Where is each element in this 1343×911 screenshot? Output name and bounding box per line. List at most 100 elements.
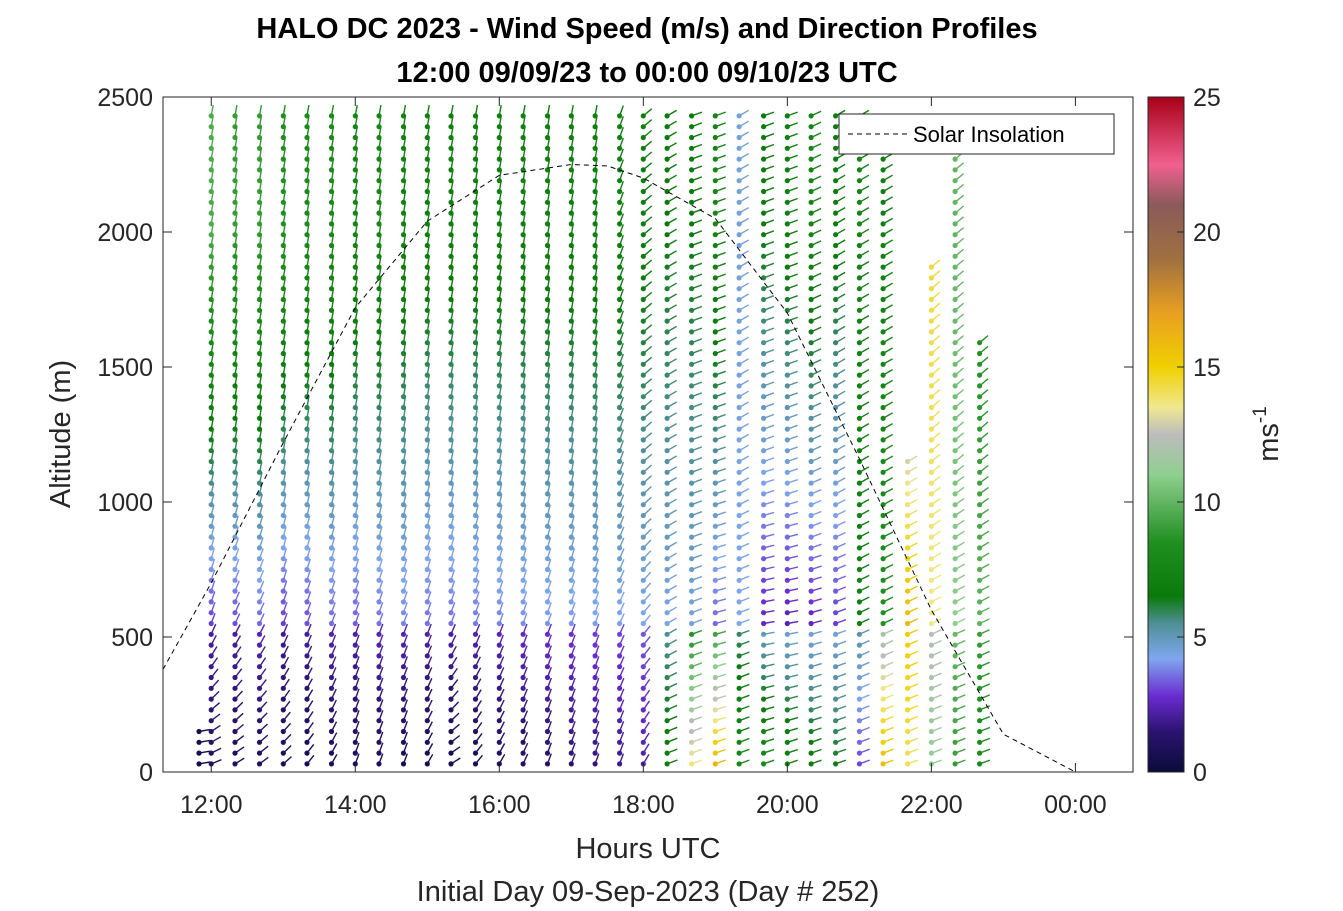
wind-vector-point bbox=[664, 318, 670, 324]
wind-vector-point bbox=[304, 761, 310, 767]
wind-vector-point bbox=[689, 761, 695, 767]
wind-vector-point bbox=[352, 491, 358, 497]
wind-vector-point bbox=[208, 361, 214, 367]
wind-vector-point bbox=[977, 556, 983, 562]
wind-vector-point bbox=[280, 620, 286, 627]
wind-vector-point bbox=[712, 577, 718, 583]
wind-vector-point bbox=[472, 620, 479, 627]
wind-vector-point bbox=[952, 296, 958, 303]
wind-vector-point bbox=[784, 588, 790, 594]
wind-vector-point bbox=[568, 761, 574, 767]
wind-vector-point bbox=[617, 653, 623, 659]
wind-vector-point bbox=[496, 350, 502, 357]
wind-vector-point bbox=[952, 253, 958, 259]
wind-vector-point bbox=[784, 134, 790, 141]
wind-vector-point bbox=[304, 610, 310, 616]
wind-vector-point bbox=[376, 340, 382, 346]
wind-vector-point bbox=[952, 566, 958, 573]
wind-vector-point bbox=[256, 523, 263, 529]
wind-vector-point bbox=[304, 523, 310, 529]
wind-vector-point bbox=[520, 674, 526, 681]
wind-vector-point bbox=[928, 664, 935, 670]
wind-vector-point bbox=[376, 383, 382, 389]
wind-vector-point bbox=[424, 167, 430, 173]
wind-vector-point bbox=[472, 718, 479, 724]
wind-vector-point bbox=[761, 318, 767, 324]
wind-vector-point bbox=[880, 383, 886, 389]
wind-vector-point bbox=[544, 232, 551, 238]
wind-vector-point bbox=[617, 696, 623, 702]
wind-vector-point bbox=[280, 178, 286, 184]
wind-vector-point bbox=[208, 566, 214, 573]
wind-vector-point bbox=[424, 210, 430, 216]
wind-vector-point bbox=[905, 620, 911, 627]
wind-vector-point bbox=[784, 577, 790, 583]
wind-vector-point bbox=[328, 480, 335, 486]
wind-vector-point bbox=[856, 718, 863, 724]
wind-vector-point bbox=[640, 426, 646, 432]
wind-vector-point bbox=[952, 221, 958, 227]
wind-vector-point bbox=[664, 761, 670, 767]
wind-vector-point bbox=[736, 394, 742, 400]
wind-vector-point bbox=[280, 188, 286, 195]
wind-vector-point bbox=[592, 134, 598, 141]
wind-vector-point bbox=[689, 545, 695, 551]
wind-vector-point bbox=[712, 264, 718, 270]
wind-vector-point bbox=[328, 588, 335, 594]
wind-vector-point bbox=[544, 188, 551, 195]
wind-vector-point bbox=[977, 512, 983, 519]
wind-vector-point bbox=[952, 372, 958, 378]
wind-vector-point bbox=[833, 134, 839, 141]
wind-vector-point bbox=[376, 232, 382, 238]
wind-vector-point bbox=[304, 739, 310, 745]
wind-vector-point bbox=[928, 718, 935, 724]
wind-vector-point bbox=[833, 318, 839, 324]
wind-vector-point bbox=[376, 707, 382, 713]
wind-vector-point bbox=[280, 512, 286, 519]
wind-vector-point bbox=[304, 718, 310, 724]
wind-vector-point bbox=[640, 480, 646, 486]
wind-vector-point bbox=[905, 761, 911, 767]
wind-vector-point bbox=[617, 318, 623, 324]
wind-vector-point bbox=[712, 426, 718, 432]
wind-vector-point bbox=[856, 437, 863, 443]
wind-vector-point bbox=[712, 448, 718, 454]
wind-vector-point bbox=[880, 448, 886, 454]
wind-vector-point bbox=[689, 534, 695, 540]
wind-vector-point bbox=[833, 685, 839, 691]
wind-vector-point bbox=[304, 642, 310, 648]
wind-vector-point bbox=[617, 556, 623, 562]
wind-vector-point bbox=[352, 534, 358, 540]
wind-vector-point bbox=[592, 696, 598, 702]
wind-vector-point bbox=[784, 296, 790, 303]
wind-vector-point bbox=[736, 307, 742, 313]
wind-vector-point bbox=[761, 685, 767, 691]
wind-vector-point bbox=[689, 275, 695, 281]
wind-vector-point bbox=[376, 674, 382, 681]
wind-vector-point bbox=[496, 426, 502, 432]
wind-vector-point bbox=[640, 178, 646, 184]
wind-vector-point bbox=[568, 286, 574, 292]
wind-vector-point bbox=[928, 340, 935, 346]
wind-vector-point bbox=[544, 242, 551, 249]
wind-vector-point bbox=[833, 264, 839, 270]
wind-vector-point bbox=[568, 588, 574, 594]
wind-vector-point bbox=[952, 275, 958, 281]
wind-vector-point bbox=[448, 556, 454, 562]
wind-vector-point bbox=[833, 458, 839, 465]
wind-vector-point bbox=[232, 728, 238, 735]
wind-vector-point bbox=[784, 394, 790, 400]
wind-vector-point bbox=[232, 318, 238, 324]
y-tick-label: 1500 bbox=[97, 354, 153, 382]
wind-vector-point bbox=[617, 199, 623, 205]
wind-vector-point bbox=[448, 599, 454, 605]
wind-vector-point bbox=[304, 124, 310, 130]
wind-vector-point bbox=[689, 642, 695, 648]
wind-vector-point bbox=[592, 523, 598, 529]
colorbar-tick-label: 10 bbox=[1193, 489, 1221, 517]
wind-vector-point bbox=[952, 631, 958, 637]
wind-vector-point bbox=[280, 145, 286, 151]
wind-vector-point bbox=[689, 264, 695, 270]
wind-vector-point bbox=[328, 674, 335, 681]
wind-vector-point bbox=[880, 480, 886, 486]
